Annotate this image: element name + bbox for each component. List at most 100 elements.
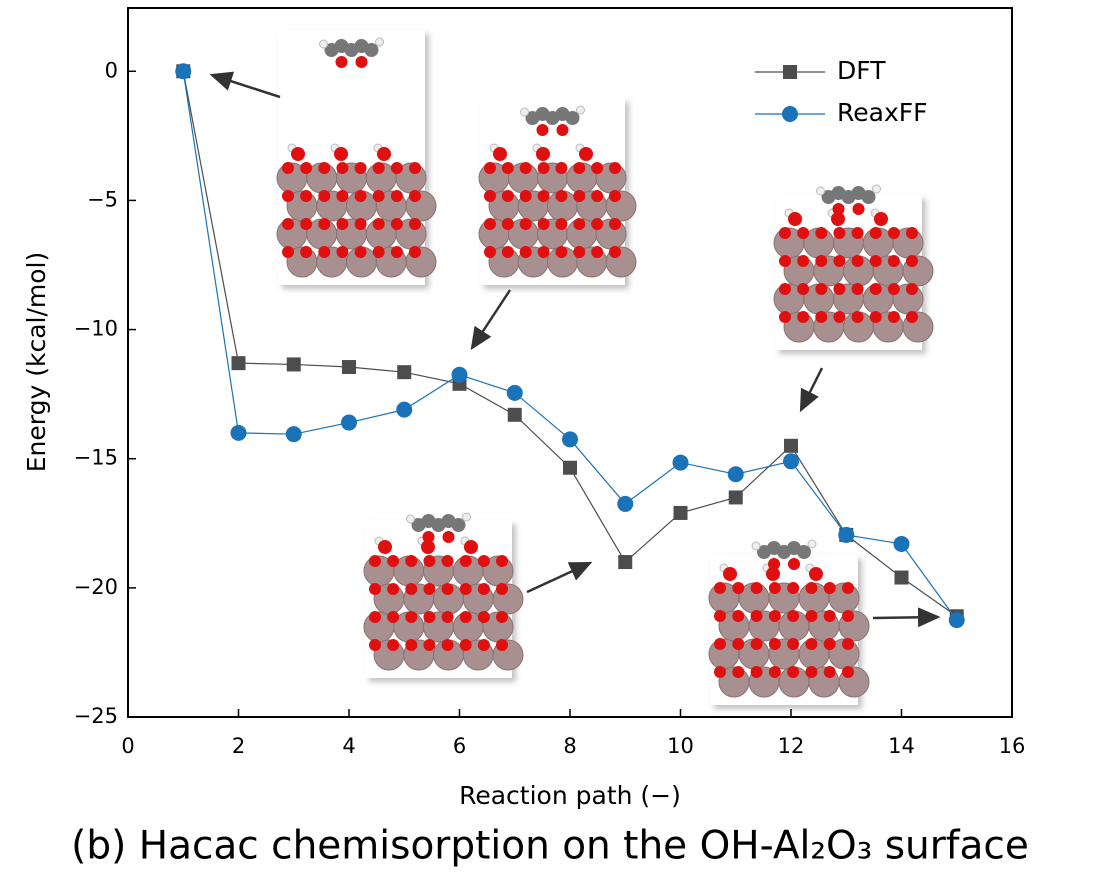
c-atom <box>797 545 811 559</box>
caption: (b) Hacac chemisorption on the OH-Al₂O₃ … <box>71 824 1029 869</box>
o-atom <box>372 190 385 202</box>
y-axis-label: Energy (kcal/mol) <box>22 252 51 472</box>
x-tick-label: 12 <box>778 734 805 758</box>
o-atom <box>387 611 400 623</box>
o-atom <box>369 555 381 567</box>
o-atom <box>787 582 800 594</box>
h-atom <box>462 512 471 522</box>
o-atom <box>906 283 918 295</box>
h-atom <box>520 107 529 117</box>
o-atom <box>555 218 568 230</box>
o-atom <box>496 611 508 623</box>
o-atom <box>714 610 726 622</box>
o-atom <box>387 583 400 595</box>
o-atom <box>573 246 586 258</box>
data-point <box>728 490 743 505</box>
data-point <box>342 360 356 375</box>
o-atom <box>409 162 421 174</box>
data-point <box>783 453 799 470</box>
o-atom <box>831 212 845 226</box>
o-atom <box>536 124 549 136</box>
o-atom <box>797 227 810 239</box>
data-point <box>894 570 909 585</box>
o-atom <box>318 190 331 202</box>
o-atom <box>493 147 507 161</box>
legend-marker <box>782 106 798 122</box>
x-tick-label: 16 <box>999 734 1026 758</box>
o-atom <box>779 283 791 295</box>
data-point <box>727 466 744 483</box>
o-atom <box>441 555 454 567</box>
arrow <box>470 289 512 351</box>
o-atom <box>768 558 780 570</box>
x-tick-label: 8 <box>563 734 576 758</box>
molecule-inset <box>478 98 637 285</box>
o-atom <box>369 639 381 651</box>
o-atom <box>591 190 604 202</box>
data-point <box>563 460 577 475</box>
o-atom <box>537 246 550 258</box>
o-atom <box>354 246 367 258</box>
o-atom <box>768 610 781 622</box>
o-atom <box>282 246 294 258</box>
o-atom <box>869 227 882 239</box>
o-atom <box>779 311 791 323</box>
data-point <box>397 365 412 380</box>
o-atom <box>423 639 436 651</box>
o-atom <box>496 639 508 651</box>
o-atom <box>282 162 294 174</box>
o-atom <box>732 666 745 678</box>
o-atom <box>377 147 391 161</box>
o-atom <box>874 212 888 226</box>
o-atom <box>291 147 305 161</box>
o-atom <box>336 190 349 202</box>
o-atom <box>887 227 900 239</box>
o-atom <box>788 558 800 570</box>
x-tick-label: 6 <box>453 734 466 758</box>
o-atom <box>355 56 368 68</box>
o-atom <box>869 283 882 295</box>
o-atom <box>869 311 882 323</box>
o-atom <box>815 255 828 267</box>
arrow <box>209 71 281 99</box>
o-atom <box>372 246 385 258</box>
o-atom <box>723 567 737 581</box>
o-atom <box>851 311 864 323</box>
o-atom <box>336 246 349 258</box>
o-atom <box>732 638 745 650</box>
data-point <box>673 505 688 520</box>
c-atom <box>364 43 379 57</box>
data-point <box>562 431 578 448</box>
o-atom <box>555 162 568 174</box>
y-tick-label: −25 <box>74 704 118 728</box>
o-atom <box>851 283 864 295</box>
o-atom <box>609 218 621 230</box>
o-atom <box>501 218 514 230</box>
c-atom <box>861 190 876 204</box>
o-atom <box>788 212 802 226</box>
o-atom <box>573 162 586 174</box>
x-tick-label: 4 <box>342 734 355 758</box>
o-atom <box>441 611 454 623</box>
data-point <box>175 63 192 80</box>
o-atom <box>797 311 810 323</box>
o-atom <box>833 255 846 267</box>
molecule-inset <box>276 30 437 285</box>
o-atom <box>768 582 781 594</box>
o-atom <box>768 666 781 678</box>
arrow <box>526 561 593 594</box>
o-atom <box>906 227 918 239</box>
o-atom <box>750 666 763 678</box>
o-atom <box>732 610 745 622</box>
o-atom <box>372 218 385 230</box>
c-atom <box>451 518 466 532</box>
o-atom <box>851 255 864 267</box>
o-atom <box>441 639 454 651</box>
o-atom <box>787 638 800 650</box>
series <box>175 63 965 629</box>
h-atom <box>751 541 761 551</box>
data-point <box>838 526 855 543</box>
o-atom <box>477 555 490 567</box>
o-atom <box>496 555 508 567</box>
